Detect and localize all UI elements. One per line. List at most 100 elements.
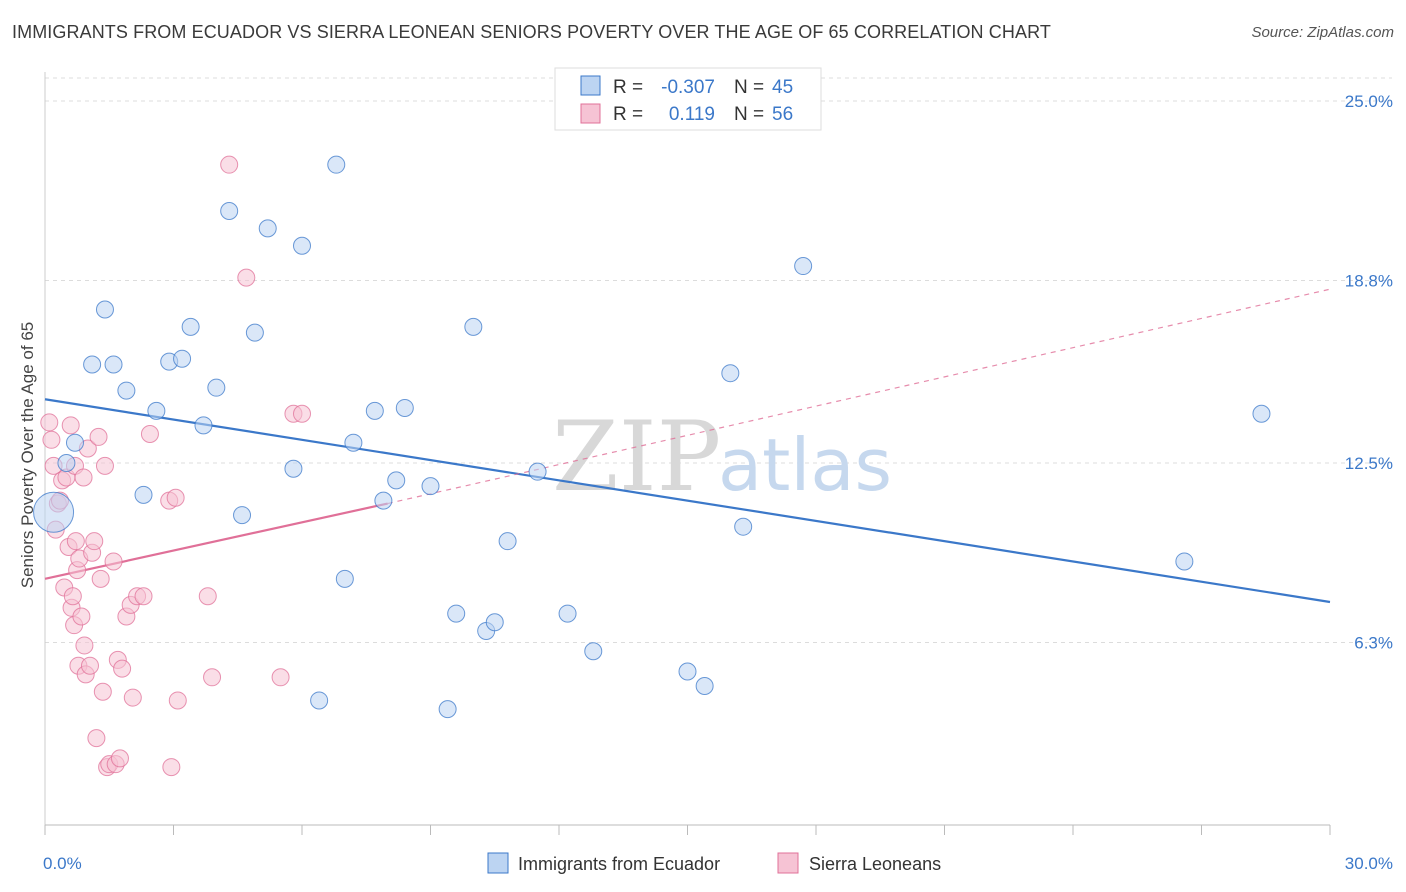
series-legend: Immigrants from Ecuador Sierra Leoneans [487,852,941,874]
data-point-ecuador [421,477,440,496]
legend-r-value-pink: 0.119 [669,104,715,125]
x-tick-label-min: 0.0% [43,854,82,873]
data-point-sierra-leoneans [168,691,187,710]
data-point-ecuador [678,662,697,681]
trend-line-ecuador [44,398,1331,604]
data-point-sierra-leoneans [220,155,239,174]
data-point-ecuador [194,416,213,435]
data-point-ecuador [344,433,363,452]
data-point-sierra-leoneans [80,656,99,675]
series-legend-label-ecuador: Immigrants from Ecuador [518,854,720,874]
data-point-ecuador [95,300,114,319]
legend-r-value-blue: -0.307 [661,77,715,98]
data-point-ecuador [695,676,714,695]
data-point-sierra-leoneans [104,552,123,571]
data-point-sierra-leoneans [63,587,82,606]
watermark-zip: ZIP [552,401,721,513]
legend-n-value-pink: 56 [772,104,793,125]
data-point-sierra-leoneans [140,425,159,444]
source-credit: Source: ZipAtlas.com [1251,24,1394,41]
data-point-ecuador [387,471,406,490]
data-point-ecuador [134,485,153,504]
data-point-ecuador [147,401,166,420]
data-point-sierra-leoneans [42,430,61,449]
x-tick-labels: 0.0% 30.0% [43,854,1393,873]
y-tick-label: 25.0% [1345,92,1393,111]
data-point-sierra-leoneans [93,682,112,701]
data-point-sierra-leoneans [113,659,132,678]
data-point-ecuador [734,517,753,536]
data-point-sierra-leoneans [134,587,153,606]
data-point-ecuador [65,433,84,452]
data-point-ecuador [464,317,483,336]
data-point-ecuador [104,355,123,374]
data-point-ecuador [374,491,393,510]
data-point-ecuador [220,202,239,221]
watermark-atlas: atlas [718,423,892,507]
data-point-ecuador [245,323,264,342]
chart-title: IMMIGRANTS FROM ECUADOR VS SIERRA LEONEA… [12,22,1051,42]
y-tick-label: 6.3% [1354,634,1393,653]
data-point-ecuador [365,401,384,420]
data-point-ecuador [794,257,813,276]
legend-swatch-pink [580,103,601,124]
data-point-ecuador [438,700,457,719]
data-point-ecuador [173,349,192,368]
legend-r-label-blue: R = [613,77,643,98]
data-point-sierra-leoneans [162,758,181,777]
data-point-ecuador [258,219,277,238]
data-point-sierra-leoneans [89,427,108,446]
correlation-legend: R = -0.307 N = 45 R = 0.119 N = 56 [554,67,822,131]
data-point-sierra-leoneans [95,456,114,475]
data-point-sierra-leoneans [203,668,222,687]
data-point-ecuador [447,604,466,623]
data-point-ecuador [310,691,329,710]
series-legend-label-sierra-leoneans: Sierra Leoneans [809,854,941,874]
x-tick-label-max: 30.0% [1345,854,1393,873]
data-point-sierra-leoneans [40,413,59,432]
data-point-ecuador [57,453,76,472]
data-point-ecuador [83,355,102,374]
data-point-sierra-leoneans [271,668,290,687]
data-point-sierra-leoneans [74,468,93,487]
data-point-sierra-leoneans [61,416,80,435]
data-point-ecuador [498,532,517,551]
data-point-sierra-leoneans [293,404,311,423]
data-point-ecuador [528,462,547,481]
y-axis-label: Seniors Poverty Over the Age of 65 [18,322,37,588]
data-point-ecuador [293,236,311,255]
data-point-sierra-leoneans [123,688,142,707]
data-point-ecuador [335,569,354,588]
data-point-ecuador [181,317,200,336]
data-point-ecuador [395,398,414,417]
trend-line-sierra-leoneans [44,502,388,580]
data-point-sierra-leoneans [66,532,85,551]
data-point-sierra-leoneans [87,729,106,748]
data-point-ecuador [233,506,252,525]
legend-n-value-blue: 45 [772,77,793,98]
data-point-ecuador [33,491,75,533]
data-point-ecuador [485,613,504,632]
y-tick-label: 18.8% [1345,272,1393,291]
data-point-sierra-leoneans [237,268,256,287]
data-point-ecuador [327,155,346,174]
data-point-ecuador [207,378,226,397]
data-point-ecuador [117,381,136,400]
data-point-sierra-leoneans [198,587,217,606]
legend-n-label-pink: N = [734,104,764,125]
data-point-sierra-leoneans [91,569,110,588]
data-point-sierra-leoneans [110,749,129,768]
data-point-sierra-leoneans [85,532,104,551]
data-point-sierra-leoneans [166,488,185,507]
data-point-ecuador [584,642,603,661]
axes [44,72,1331,835]
series-legend-swatch-ecuador [487,852,509,874]
data-points [33,155,1271,777]
data-point-ecuador [558,604,577,623]
data-point-sierra-leoneans [75,636,94,655]
y-tick-labels: 6.3% 12.5% 18.8% 25.0% [1345,92,1393,653]
y-tick-label: 12.5% [1345,454,1393,473]
data-point-ecuador [1175,552,1194,571]
data-point-ecuador [721,364,740,383]
